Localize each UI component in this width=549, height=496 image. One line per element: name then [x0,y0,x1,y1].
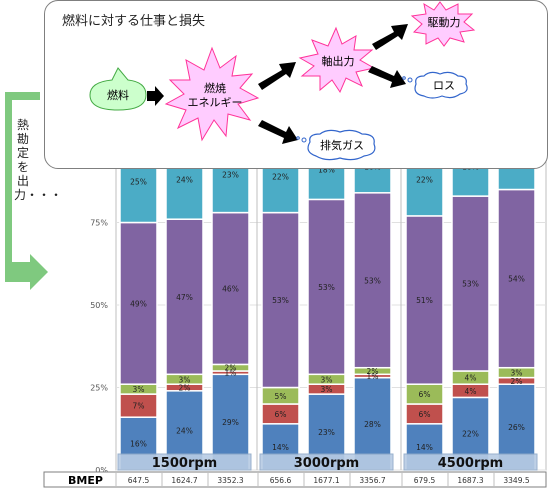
arrow-to-loss-icon [368,66,406,88]
data-label: 22% [272,172,289,181]
data-label: 3% [179,375,191,384]
data-label: 47% [176,293,193,302]
data-label: 53% [272,296,289,305]
fuel-node-shape [89,67,147,111]
arrow-to-exhaust-icon [258,120,298,144]
bmep-header: BMEP [68,474,103,487]
data-label: 23% [318,428,335,437]
arrow-to-shaft-icon [258,62,296,90]
fuel-label: 燃料 [107,89,129,102]
data-label: 2% [179,384,191,393]
data-label: 51% [416,296,433,305]
data-label: 3% [321,375,333,384]
data-label: 22% [462,430,479,439]
shaft-burst-shape [298,26,376,94]
loss-cloud-shape [414,71,468,99]
group-label: 1500rpm [152,456,217,471]
bar-segment [211,211,250,366]
data-label: 1% [225,369,237,378]
bmep-value: 3349.5 [503,476,529,485]
data-label: 5% [275,392,287,401]
data-label: 6% [275,410,287,419]
bar-segment [451,195,490,372]
bmep-value: 679.5 [414,476,436,485]
data-label: 2% [367,367,379,376]
group-label: 3000rpm [294,456,359,471]
bmep-row: BMEP 647.5 1624.7 3352.3 656.6 1677.1 3356.7 67… [43,471,547,488]
arrow-fuel-combustion-icon [147,86,164,106]
bar-segment [261,211,300,389]
data-label: 14% [416,443,433,452]
chart-data-labels: 16%7%3%49%25%24%2%3%47%24%29%1%2%46%23%1… [130,161,525,452]
data-label: 24% [176,176,193,185]
data-label: 29% [222,418,239,427]
group-label: 4500rpm [438,456,503,471]
drive-label: 駆動力 [427,16,461,29]
data-label: 25% [130,177,147,186]
data-label: 53% [318,283,335,292]
bar-segment [497,188,536,369]
data-label: 28% [364,420,381,429]
output-arrow-icon [5,92,48,290]
data-label: 3% [133,385,145,394]
y-tick-label: 0% [95,466,108,475]
shaft-output-label: 軸出力 [321,55,355,68]
data-label: 7% [133,402,145,411]
exhaust-cloud-shape [307,129,376,161]
data-label: 2% [225,364,237,373]
bmep-value: 1687.3 [457,476,483,485]
bmep-value: 647.5 [128,476,150,485]
bar-segment [307,198,346,376]
exhaust-label: 排気ガス [320,139,364,152]
data-label: 1% [367,372,379,381]
loss-label: ロス [433,79,455,92]
data-label: 26% [508,423,525,432]
data-label: 14% [272,443,289,452]
chart-y-axis: 0% 25% 50% 75% [90,219,108,476]
data-label: 3% [321,385,333,394]
data-label: 16% [130,440,147,449]
data-label: 2% [511,377,523,386]
data-label: 6% [419,410,431,419]
chart-bars [119,135,536,471]
bmep-value: 1677.1 [313,476,339,485]
data-label: 22% [416,176,433,185]
bar-segment [165,218,204,376]
data-label: 54% [508,275,525,284]
bmep-value: 1624.7 [171,476,197,485]
data-label: 3% [511,369,523,378]
data-label: 4% [465,387,477,396]
bmep-value: 3352.3 [217,476,243,485]
chart-group-labels: 1500rpm 3000rpm 4500rpm [117,453,538,471]
bar-segment [353,192,392,369]
combustion-burst-shape [164,46,260,142]
callout-title: 燃料に対する仕事と損失 [62,14,206,29]
data-label: 4% [465,374,477,383]
bmep-value: 3356.7 [359,476,385,485]
combustion-label: 燃焼 エネルギー [187,82,243,109]
bmep-value: 656.6 [270,476,292,485]
arrow-to-drive-icon [372,24,408,50]
bmep-table [43,471,547,488]
energy-flow-diagram [89,1,476,161]
data-label: 6% [419,390,431,399]
group-label-box [117,453,252,471]
side-label: 熱勘定を出力・・・ [14,118,63,202]
data-label: 53% [462,280,479,289]
data-label: 46% [222,285,239,294]
drive-burst-shape [410,1,476,47]
y-tick-label: 50% [90,301,108,310]
data-label: 53% [364,276,381,285]
data-label: 49% [130,299,147,308]
y-tick-label: 25% [90,384,108,393]
bar-segment [405,215,444,385]
y-tick-label: 75% [90,219,108,228]
group-label-box [259,453,394,471]
data-label: 18% [318,166,335,175]
data-label: 24% [176,426,193,435]
data-label: 23% [222,171,239,180]
group-label-box [403,453,538,471]
